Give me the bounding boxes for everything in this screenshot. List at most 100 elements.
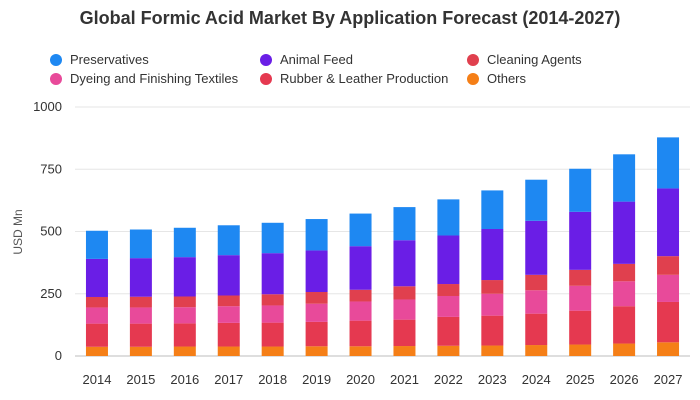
bar-cleaning-agents-2026[interactable] [613, 263, 636, 282]
bar-preservatives-2018[interactable] [261, 222, 284, 254]
bar-others-2017[interactable] [217, 346, 240, 356]
bar-animal-feed-2015[interactable] [129, 258, 152, 297]
legend-item-cleaning-agents[interactable]: Cleaning Agents [467, 52, 582, 67]
bar-animal-feed-2027[interactable] [657, 188, 680, 257]
bar-preservatives-2017[interactable] [217, 225, 240, 256]
bar-others-2018[interactable] [261, 346, 284, 356]
bar-animal-feed-2024[interactable] [525, 220, 548, 275]
bar-dyeing-and-finishing-textiles-2019[interactable] [305, 303, 328, 322]
bar-others-2020[interactable] [349, 346, 372, 356]
bar-dyeing-and-finishing-textiles-2017[interactable] [217, 306, 240, 323]
bar-others-2014[interactable] [85, 346, 108, 356]
legend-item-animal-feed[interactable]: Animal Feed [260, 52, 353, 67]
y-tick-label: 750 [40, 161, 62, 176]
bar-cleaning-agents-2017[interactable] [217, 295, 240, 307]
bar-cleaning-agents-2024[interactable] [525, 274, 548, 291]
bar-rubber-leather-production-2014[interactable] [85, 323, 108, 347]
bar-dyeing-and-finishing-textiles-2025[interactable] [569, 285, 592, 311]
bar-others-2023[interactable] [481, 345, 504, 356]
bar-preservatives-2015[interactable] [129, 229, 152, 259]
legend-swatch-icon [50, 53, 62, 66]
bar-preservatives-2019[interactable] [305, 219, 328, 251]
bar-dyeing-and-finishing-textiles-2021[interactable] [393, 299, 416, 320]
bar-dyeing-and-finishing-textiles-2016[interactable] [173, 307, 196, 324]
bar-animal-feed-2014[interactable] [85, 258, 108, 297]
bar-cleaning-agents-2022[interactable] [437, 284, 460, 296]
bar-rubber-leather-production-2024[interactable] [525, 313, 548, 346]
bar-rubber-leather-production-2016[interactable] [173, 323, 196, 347]
bar-rubber-leather-production-2027[interactable] [657, 301, 680, 343]
bar-others-2025[interactable] [569, 344, 592, 356]
bar-others-2024[interactable] [525, 345, 548, 356]
bar-rubber-leather-production-2018[interactable] [261, 322, 284, 347]
bar-preservatives-2014[interactable] [85, 230, 108, 259]
bar-cleaning-agents-2015[interactable] [129, 296, 152, 308]
bar-others-2026[interactable] [613, 343, 636, 356]
bar-preservatives-2023[interactable] [481, 190, 504, 230]
bar-animal-feed-2016[interactable] [173, 257, 196, 297]
bar-animal-feed-2018[interactable] [261, 253, 284, 295]
bar-rubber-leather-production-2022[interactable] [437, 316, 460, 346]
bar-others-2019[interactable] [305, 346, 328, 356]
bar-animal-feed-2020[interactable] [349, 246, 372, 290]
bar-rubber-leather-production-2026[interactable] [613, 306, 636, 344]
chart-title: Global Formic Acid Market By Application… [79, 8, 621, 28]
x-tick-label: 2014 [83, 372, 112, 387]
bar-cleaning-agents-2016[interactable] [173, 296, 196, 308]
bar-dyeing-and-finishing-textiles-2020[interactable] [349, 301, 372, 321]
bar-cleaning-agents-2027[interactable] [657, 256, 680, 275]
bar-dyeing-and-finishing-textiles-2015[interactable] [129, 307, 152, 324]
bar-dyeing-and-finishing-textiles-2014[interactable] [85, 307, 108, 324]
bar-rubber-leather-production-2017[interactable] [217, 322, 240, 347]
bar-cleaning-agents-2018[interactable] [261, 294, 284, 306]
bar-animal-feed-2023[interactable] [481, 229, 504, 281]
bar-animal-feed-2025[interactable] [569, 211, 592, 270]
legend-item-others[interactable]: Others [467, 71, 526, 86]
bar-dyeing-and-finishing-textiles-2022[interactable] [437, 295, 460, 317]
bar-cleaning-agents-2020[interactable] [349, 289, 372, 302]
bar-dyeing-and-finishing-textiles-2023[interactable] [481, 293, 504, 316]
bar-others-2027[interactable] [657, 342, 680, 356]
bars [85, 137, 680, 356]
bar-dyeing-and-finishing-textiles-2024[interactable] [525, 290, 548, 314]
bar-animal-feed-2026[interactable] [613, 201, 636, 264]
bar-preservatives-2022[interactable] [437, 199, 460, 236]
bar-animal-feed-2021[interactable] [393, 240, 416, 287]
bar-preservatives-2020[interactable] [349, 213, 372, 247]
bar-others-2015[interactable] [129, 346, 152, 356]
bar-preservatives-2024[interactable] [525, 179, 548, 221]
bar-others-2022[interactable] [437, 345, 460, 356]
bar-others-2016[interactable] [173, 346, 196, 356]
bar-preservatives-2026[interactable] [613, 154, 636, 202]
legend-item-dyeing-textiles[interactable]: Dyeing and Finishing Textiles [50, 71, 238, 86]
y-axis-label: USD Mn [11, 209, 25, 254]
bar-dyeing-and-finishing-textiles-2026[interactable] [613, 281, 636, 307]
bar-rubber-leather-production-2023[interactable] [481, 315, 504, 346]
bar-animal-feed-2017[interactable] [217, 255, 240, 296]
bar-preservatives-2025[interactable] [569, 168, 592, 212]
bar-cleaning-agents-2025[interactable] [569, 269, 592, 286]
legend-label: Cleaning Agents [487, 52, 582, 67]
bar-dyeing-and-finishing-textiles-2027[interactable] [657, 274, 680, 302]
bar-rubber-leather-production-2021[interactable] [393, 319, 416, 347]
bar-preservatives-2016[interactable] [173, 227, 196, 258]
bar-rubber-leather-production-2019[interactable] [305, 321, 328, 347]
bar-preservatives-2027[interactable] [657, 137, 680, 189]
legend-item-rubber-leather[interactable]: Rubber & Leather Production [260, 71, 448, 86]
bar-cleaning-agents-2014[interactable] [85, 296, 108, 308]
bar-dyeing-and-finishing-textiles-2018[interactable] [261, 305, 284, 323]
bar-preservatives-2021[interactable] [393, 207, 416, 241]
bar-rubber-leather-production-2015[interactable] [129, 323, 152, 347]
bar-rubber-leather-production-2020[interactable] [349, 320, 372, 347]
bar-rubber-leather-production-2025[interactable] [569, 310, 592, 345]
legend-label: Rubber & Leather Production [280, 71, 449, 86]
x-tick-labels: 2014 2015 2016 2017 2018 2019 2020 2021 2022 2023… [83, 372, 683, 387]
bar-cleaning-agents-2023[interactable] [481, 280, 504, 294]
bar-animal-feed-2019[interactable] [305, 250, 328, 293]
bar-others-2021[interactable] [393, 346, 416, 356]
bar-cleaning-agents-2021[interactable] [393, 286, 416, 300]
bar-cleaning-agents-2019[interactable] [305, 292, 328, 304]
bar-animal-feed-2022[interactable] [437, 235, 460, 285]
legend-item-preservatives[interactable]: Preservatives [50, 52, 149, 67]
x-tick-label: 2021 [390, 372, 419, 387]
